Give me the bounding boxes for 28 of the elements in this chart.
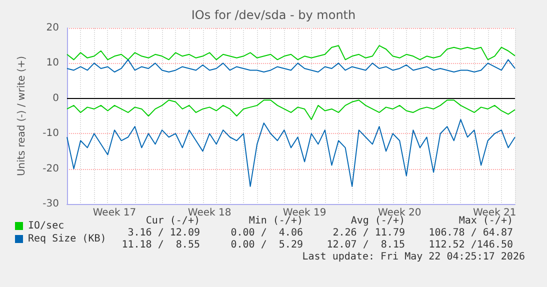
text: Min (-/+) [248, 216, 303, 226]
text: 11.18 / 8.55 [122, 240, 200, 250]
x-tick-label: Week 17 [92, 208, 136, 218]
legend-label: IO/sec [28, 220, 64, 232]
line-series [66, 119, 516, 187]
y-tick-label: 10 [46, 58, 59, 69]
text: Max (-/+) [458, 216, 513, 226]
text: 2.26 / 11.79 [332, 228, 405, 238]
line-series [66, 100, 516, 120]
chart-title: IOs for /dev/sda - by month [191, 8, 356, 22]
y-axis-title: Units read (-) / write (+) [16, 56, 28, 176]
y-tick-label: 0 [52, 92, 59, 104]
text: Last update: Fri May 22 04:25:17 2026 [302, 252, 525, 262]
y-tick-label: -20 [42, 163, 59, 174]
line-series [66, 59, 516, 72]
line-series [66, 45, 516, 60]
y-tick-label: -10 [42, 128, 59, 140]
text: 3.16 / 12.09 [128, 228, 200, 238]
text: Cur (-/+) [146, 216, 200, 226]
text: 106.78 / 64.87 [428, 228, 513, 238]
text: 12.07 / 8.15 [326, 240, 405, 250]
text: 112.52 /146.50 [428, 240, 513, 250]
legend-label: Req Size (KB) [28, 234, 106, 244]
y-tick-label: -30 [42, 198, 59, 210]
text: 0.00 / 5.29 [230, 240, 303, 250]
text: 0.00 / 4.06 [230, 228, 303, 238]
y-tick-label: 20 [46, 22, 59, 34]
text: Avg (-/+) [350, 216, 405, 226]
